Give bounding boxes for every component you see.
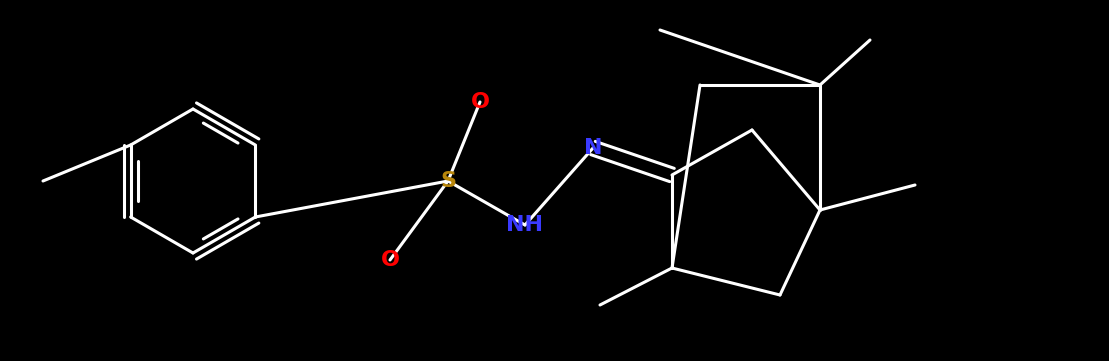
Text: NH: NH	[507, 215, 543, 235]
Text: N: N	[583, 138, 602, 158]
Text: O: O	[380, 250, 399, 270]
Text: S: S	[440, 171, 456, 191]
Text: O: O	[470, 92, 489, 112]
